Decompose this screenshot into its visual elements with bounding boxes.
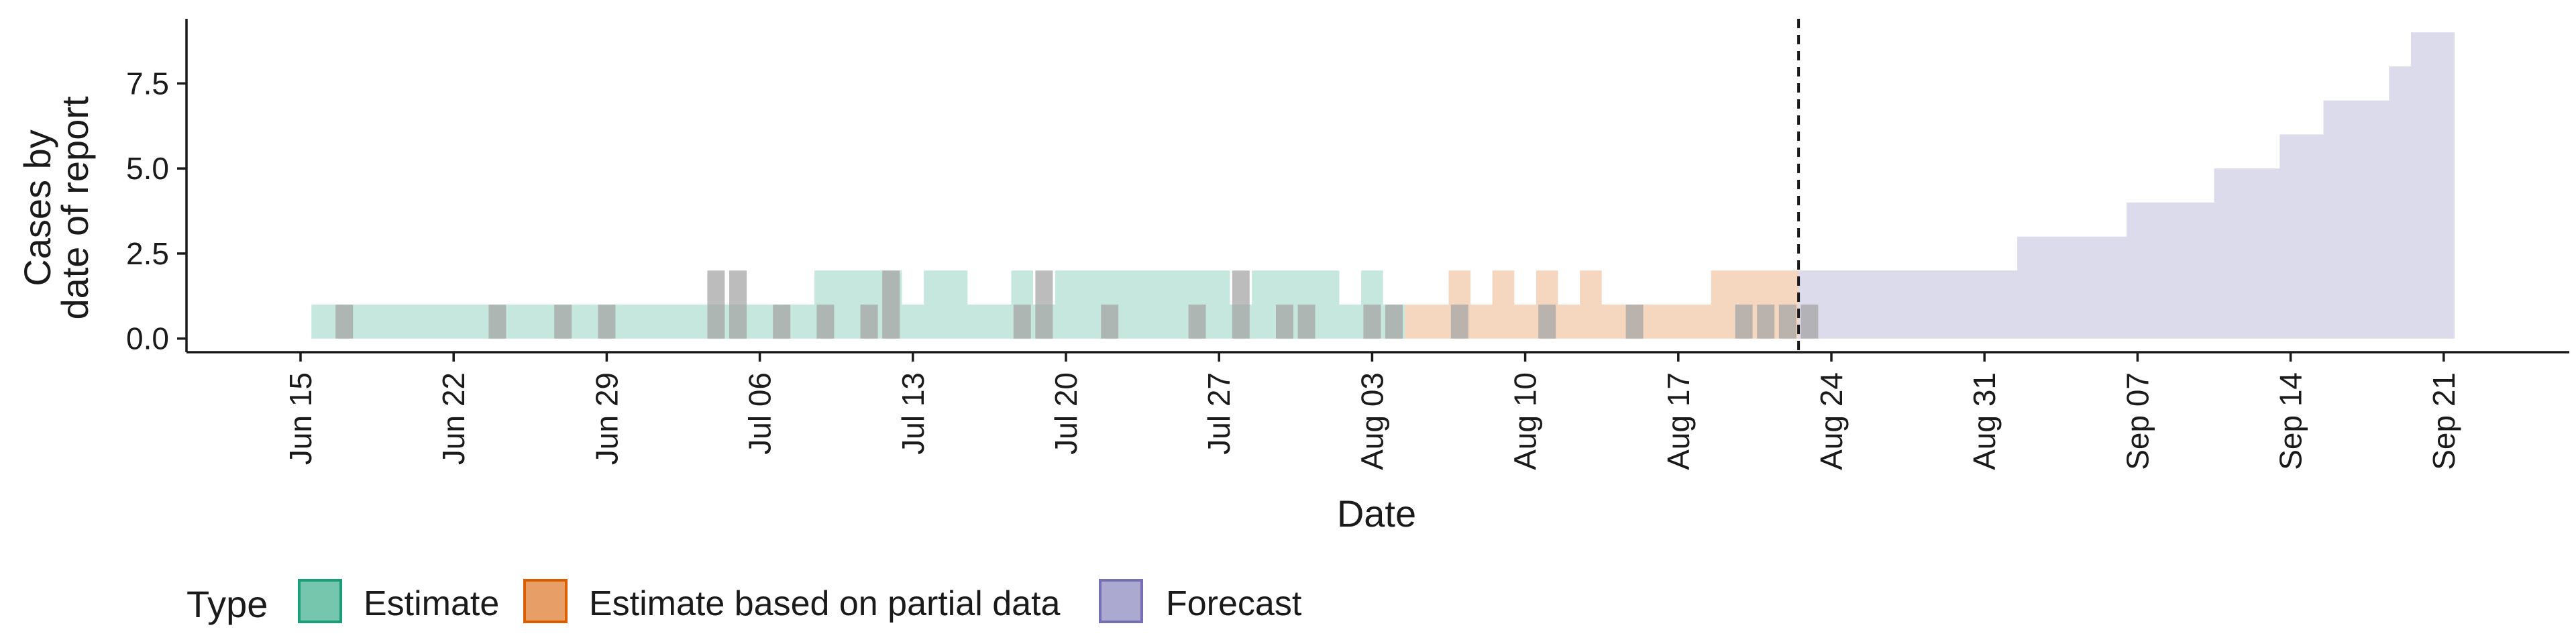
observed-bar [1276, 305, 1293, 339]
observed-bar [1450, 305, 1468, 339]
legend-key-partial [523, 579, 568, 623]
observed-bar [707, 270, 725, 339]
observed-bar [554, 305, 572, 339]
observed-bar [1232, 270, 1250, 339]
x-axis-title: Date [1337, 492, 1416, 535]
ribbon-layer [311, 32, 2455, 339]
x-tick-label: Jul 06 [743, 372, 777, 455]
observed-bar [1013, 305, 1031, 339]
observed-bar [1801, 305, 1819, 339]
y-axis-title-line-2: date of report [54, 96, 96, 320]
observed-bar [1101, 305, 1119, 339]
x-tick-label: Aug 24 [1814, 372, 1849, 470]
x-ticks: Jun 15 Jun 22 Jun 29 Jul 06 Jul 13 Jul 20 Jul … [283, 352, 2461, 470]
x-tick-label: Jun 29 [589, 372, 624, 465]
observed-bar [1778, 305, 1796, 339]
observed-bar [335, 305, 354, 339]
x-tick-label: Aug 03 [1354, 372, 1389, 470]
ribbon-estimate-based-on-partial-data [1405, 270, 1799, 339]
x-tick-label: Sep 07 [2120, 372, 2155, 470]
y-axis-title-line-1: Cases by [16, 129, 58, 286]
observed-bar [1385, 305, 1403, 339]
x-tick-label: Aug 10 [1508, 372, 1543, 470]
observed-bar [729, 270, 747, 339]
observed-bar [488, 305, 506, 339]
observed-bars-layer [335, 270, 1819, 339]
observed-bar [816, 305, 835, 339]
y-tick-label: 7.5 [126, 66, 169, 101]
legend: Type Estimate Estimate based on partial … [186, 579, 1302, 625]
observed-bar [1538, 305, 1556, 339]
x-tick-label: Aug 17 [1661, 372, 1696, 470]
ribbon-estimate [311, 270, 1405, 339]
observed-bar [1035, 270, 1053, 339]
x-tick-label: Jul 13 [896, 372, 930, 455]
observed-bar [1735, 305, 1753, 339]
x-tick-label: Sep 21 [2426, 372, 2461, 470]
legend-key-estimate [298, 579, 342, 623]
y-ticks: 0.0 2.5 5.0 7.5 [126, 66, 186, 356]
legend-label-partial: Estimate based on partial data [589, 584, 1061, 623]
legend-key-forecast [1099, 579, 1143, 623]
observed-bar [1297, 305, 1316, 339]
axes [185, 19, 2569, 354]
x-tick-label: Jun 15 [283, 372, 318, 465]
x-tick-label: Aug 31 [1967, 372, 2002, 470]
observed-bar [1363, 305, 1381, 339]
x-tick-label: Sep 14 [2273, 372, 2308, 470]
observed-bar [598, 305, 616, 339]
observed-bar [860, 305, 878, 339]
observed-bar [882, 270, 900, 339]
observed-bar [1188, 305, 1206, 339]
y-tick-label: 2.5 [126, 236, 169, 271]
ribbon-forecast [1799, 32, 2455, 339]
legend-label-estimate: Estimate [364, 584, 499, 623]
observed-bar [1757, 305, 1775, 339]
legend-title: Type [186, 583, 268, 625]
y-tick-label: 0.0 [126, 321, 169, 356]
y-tick-label: 5.0 [126, 151, 169, 186]
x-tick-label: Jun 22 [436, 372, 471, 465]
observed-bar [1625, 305, 1644, 339]
observed-bar [773, 305, 791, 339]
legend-label-forecast: Forecast [1166, 584, 1302, 623]
x-tick-label: Jul 20 [1049, 372, 1083, 455]
x-tick-label: Jul 27 [1201, 372, 1236, 455]
